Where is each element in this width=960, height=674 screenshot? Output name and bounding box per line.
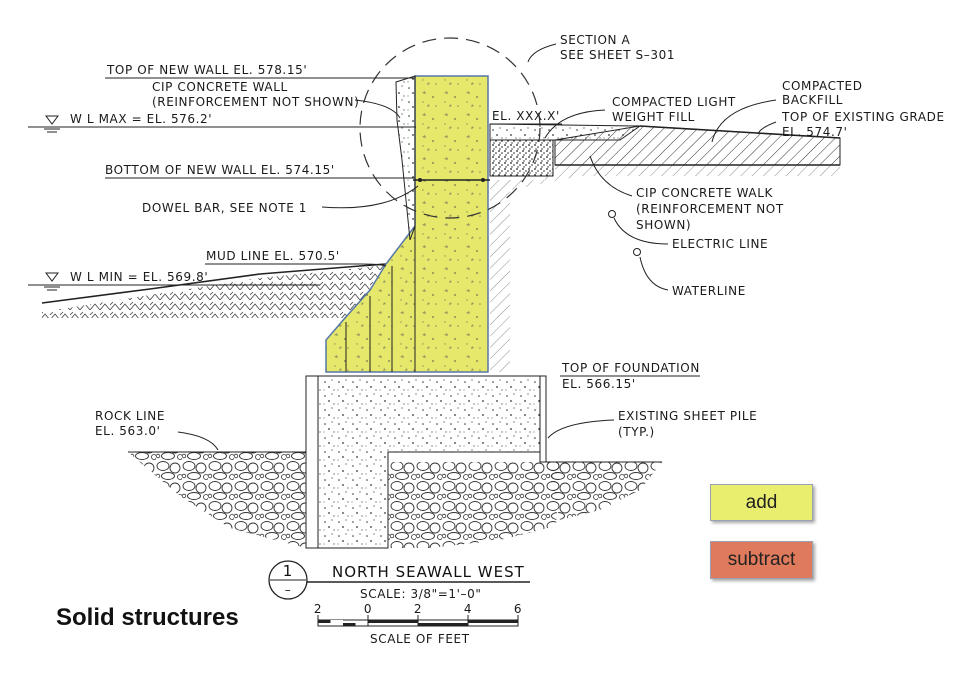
top-foundation-label-2: EL. 566.15' xyxy=(562,377,636,391)
dowel-end-right xyxy=(481,178,485,182)
top-of-new-wall-label: TOP OF NEW WALL EL. 578.15' xyxy=(106,63,307,77)
rock-left xyxy=(128,452,306,548)
cip-walk-label-3: SHOWN) xyxy=(636,218,691,232)
mud-line xyxy=(41,263,387,304)
sheet-pile-right xyxy=(539,375,547,463)
slide-caption: Solid structures xyxy=(56,604,239,631)
scale-text: SCALE: 3/8"=1'–0" xyxy=(360,587,482,601)
wl-min-label: W L MIN = EL. 569.8' xyxy=(70,270,208,284)
backfill-label-1: COMPACTED xyxy=(782,79,863,93)
rock-line-label-2: EL. 563.0' xyxy=(95,424,161,438)
section-a-sheet: SEE SHEET S–301 xyxy=(560,48,675,62)
section-a-callout-circle xyxy=(359,37,541,219)
leader-backfill xyxy=(711,99,777,143)
leader-sheet-pile xyxy=(547,419,615,439)
legend-add-swatch: add xyxy=(710,484,813,521)
scale-tick-4: 6 xyxy=(514,602,522,616)
leader-electric xyxy=(613,217,669,245)
backfill-soil xyxy=(490,165,840,372)
waterline-marker xyxy=(633,248,641,256)
scale-tick-1: 0 xyxy=(364,602,372,616)
detail-title: NORTH SEAWALL WEST xyxy=(332,563,525,581)
leader-waterline xyxy=(639,256,669,291)
scale-bar xyxy=(317,615,519,627)
scale-tick-3: 4 xyxy=(464,602,472,616)
light-fill-label-2: WEIGHT FILL xyxy=(612,110,695,124)
leader-section xyxy=(527,43,557,63)
rock-line xyxy=(128,451,662,463)
new-cip-wall-texture xyxy=(326,76,488,372)
wl-max-symbol xyxy=(44,115,60,133)
mud-line-label: MUD LINE EL. 570.5' xyxy=(206,249,340,263)
existing-grade-label-1: TOP OF EXISTING GRADE xyxy=(781,110,945,124)
detail-sub: – xyxy=(285,583,292,597)
leader-dowel xyxy=(321,185,419,209)
dowel-bar-label: DOWEL BAR, SEE NOTE 1 xyxy=(142,201,307,215)
dowel-end-left xyxy=(418,178,422,182)
leader-rock-line xyxy=(177,431,219,451)
leader-existing-grade xyxy=(757,121,777,135)
rock-line-label-1: ROCK LINE xyxy=(95,409,165,423)
leader-mud-line xyxy=(205,263,387,267)
waterline-label: WATERLINE xyxy=(672,284,746,298)
wall-vertical-lines xyxy=(345,180,416,372)
legend-add-label: add xyxy=(745,491,778,513)
wl-min-symbol xyxy=(44,272,60,291)
legend-subtract-swatch: subtract xyxy=(710,541,813,579)
top-existing-grade xyxy=(639,125,841,139)
scale-units: SCALE OF FEET xyxy=(370,632,470,646)
light-fill-label-1: COMPACTED LIGHT xyxy=(612,95,736,109)
lake-bottom-soil xyxy=(42,265,385,318)
sheet-pile-label-1: EXISTING SHEET PILE xyxy=(618,409,757,423)
backfill-label-2: BACKFILL xyxy=(782,93,843,107)
cip-wall-label-2: (REINFORCEMENT NOT SHOWN) xyxy=(152,95,359,109)
section-a-label: SECTION A xyxy=(560,33,630,47)
existing-wall-face xyxy=(395,75,416,241)
sheet-pile-left xyxy=(305,375,319,549)
scale-tick-2: 2 xyxy=(414,602,422,616)
legend-subtract-label: subtract xyxy=(727,549,796,570)
sheet-pile-label-2: (TYP.) xyxy=(618,425,655,439)
rock-right xyxy=(546,462,662,520)
leader-walk xyxy=(589,155,633,197)
leader-cip-wall xyxy=(354,99,401,119)
electric-line-marker xyxy=(608,210,616,218)
el-xxx-label: EL. XXX.X' xyxy=(492,109,560,123)
existing-grade-label-2: EL. 574.7' xyxy=(782,125,848,139)
leader-light-fill xyxy=(544,109,606,139)
bottom-new-wall-label: BOTTOM OF NEW WALL EL. 574.15' xyxy=(105,163,335,177)
cip-walk-label-1: CIP CONCRETE WALK xyxy=(636,186,773,200)
wl-max-label: W L MAX = EL. 576.2' xyxy=(70,112,212,126)
cip-walk-label-2: (REINFORCEMENT NOT xyxy=(636,202,784,216)
cip-wall-label-1: CIP CONCRETE WALL xyxy=(152,80,288,94)
top-foundation-label-1: TOP OF FOUNDATION xyxy=(561,361,700,375)
rock-center xyxy=(388,462,560,548)
electric-line-label: ELECTRIC LINE xyxy=(672,237,768,251)
scale-tick-0: 2 xyxy=(314,602,322,616)
detail-number: 1 xyxy=(283,562,294,580)
light-weight-fill xyxy=(489,139,554,177)
compacted-backfill xyxy=(554,125,841,166)
